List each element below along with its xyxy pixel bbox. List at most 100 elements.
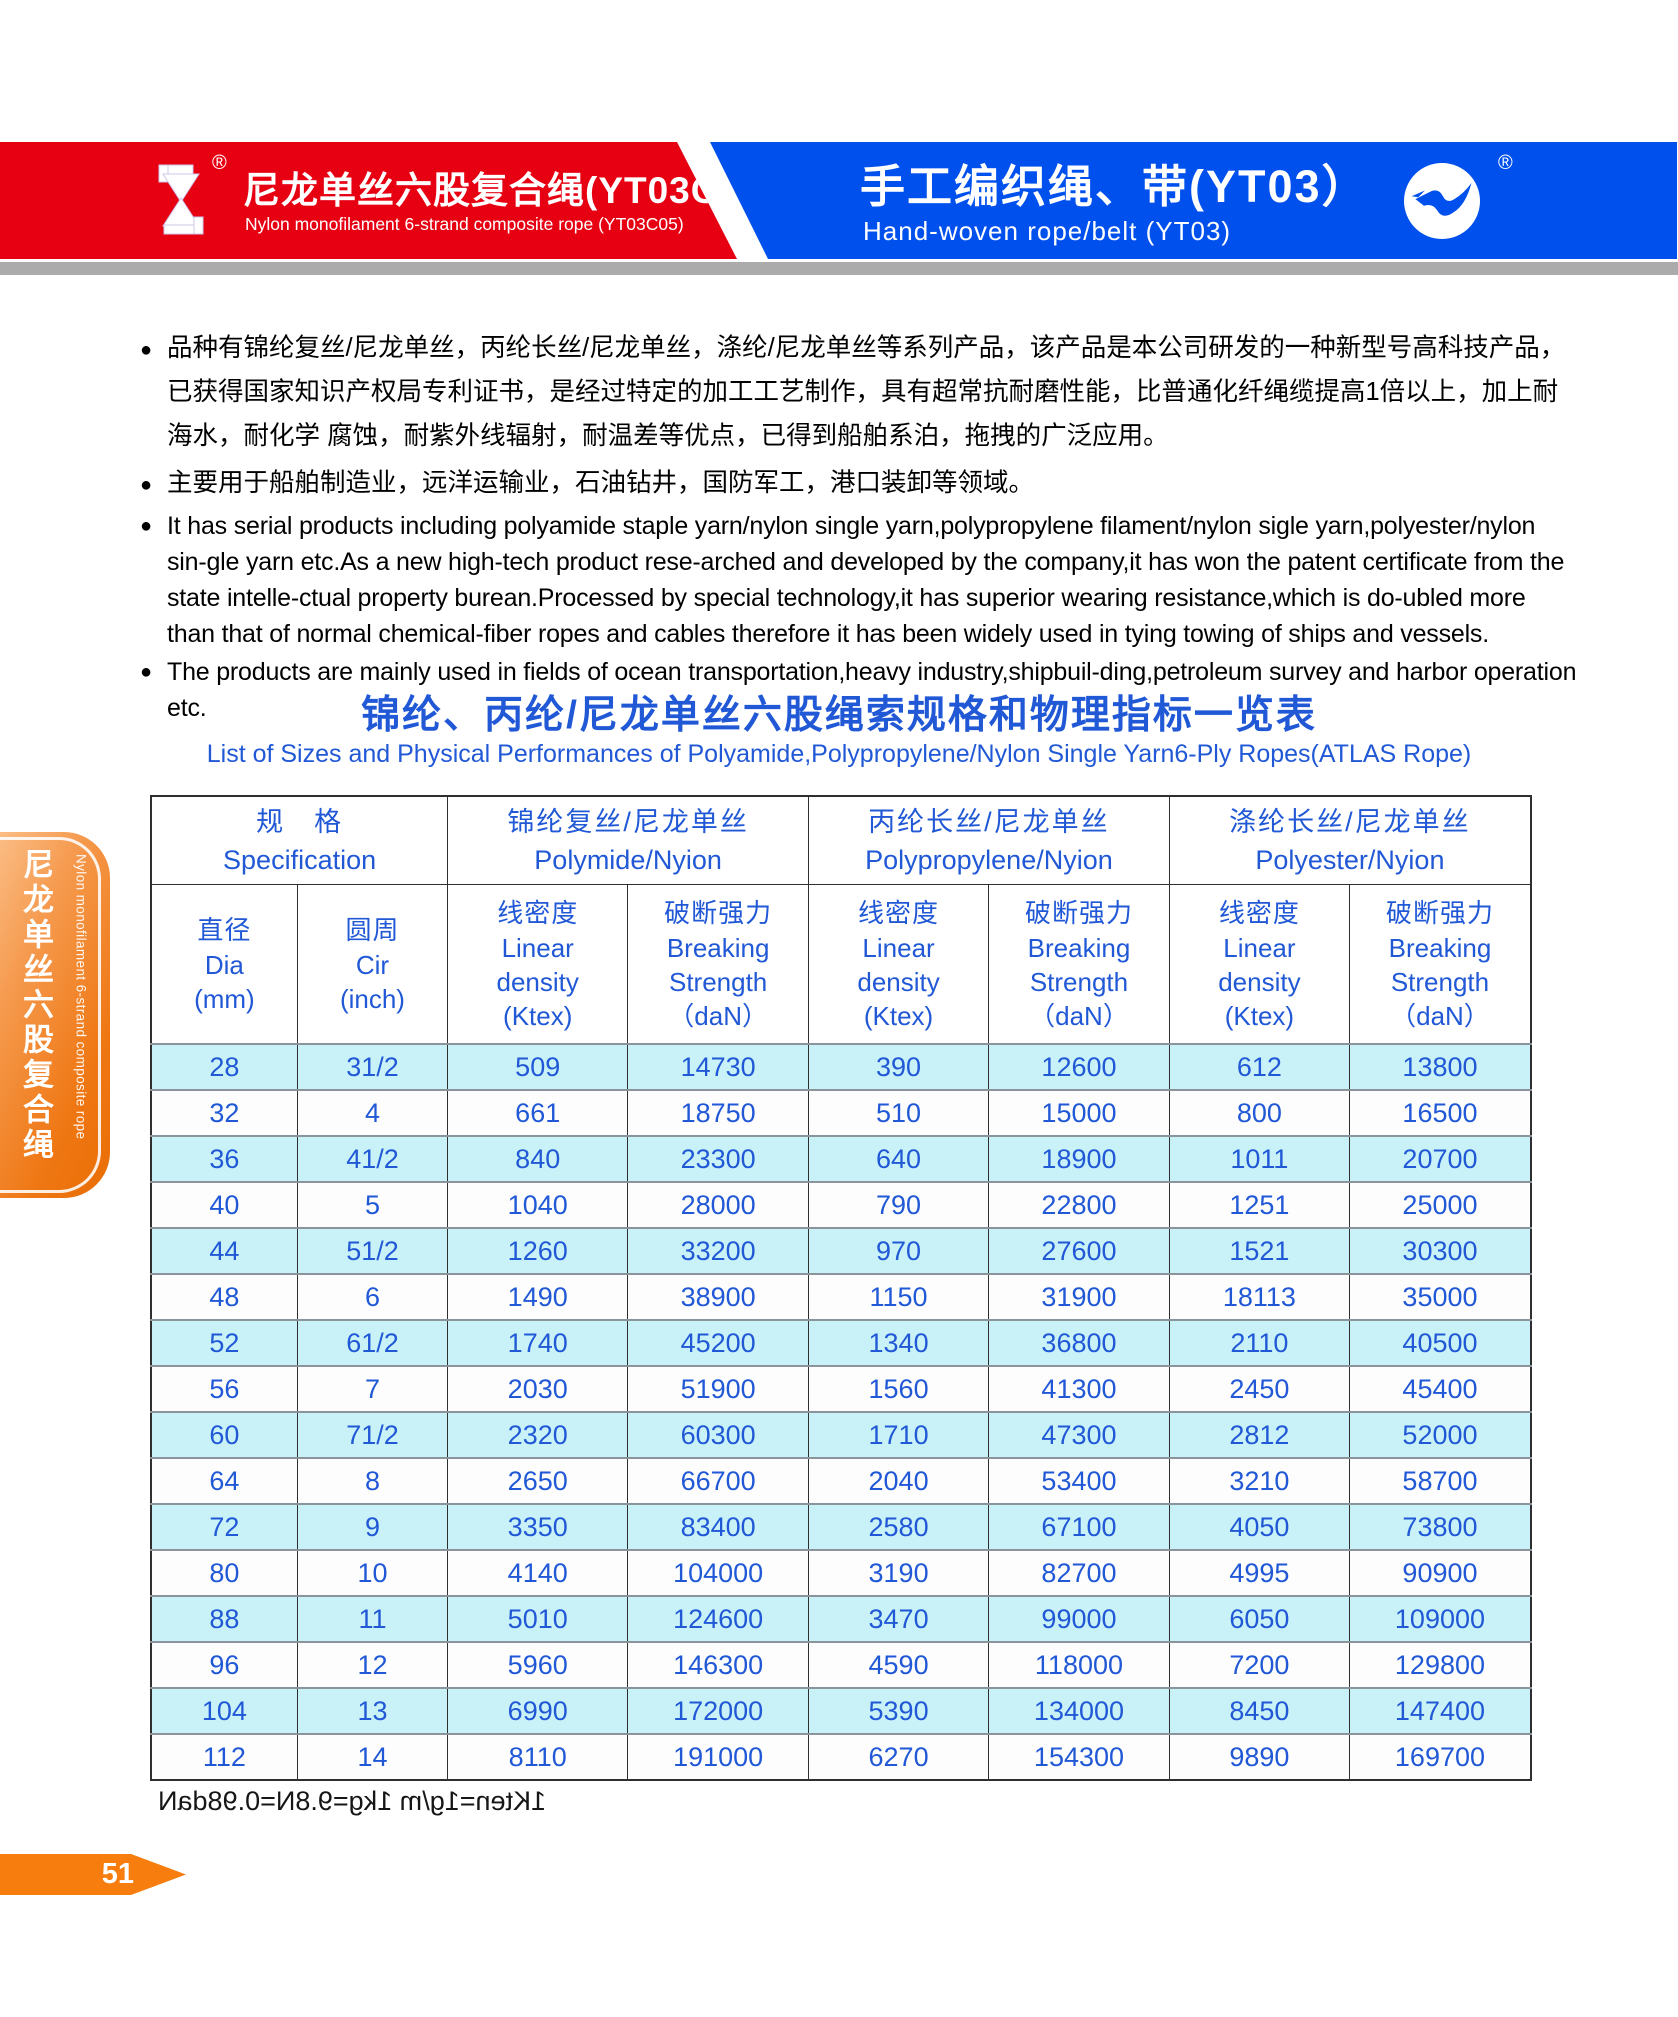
table-cell: 1251: [1168, 1181, 1350, 1228]
table-cell: 2320: [447, 1411, 629, 1458]
table-cell: 4: [296, 1089, 449, 1136]
table-cell: 31/2: [296, 1043, 449, 1090]
table-cell: 104: [150, 1687, 298, 1734]
table-cell: 1490: [447, 1273, 629, 1320]
table-cell: 64: [150, 1457, 298, 1504]
footnote: 1Kten=1g/m 1kg=9.8N=0.98daN: [158, 1786, 546, 1817]
group-label-en: Polypropylene/Nyion: [865, 845, 1113, 876]
table-cell: 1710: [808, 1411, 990, 1458]
table-cell: 112: [150, 1733, 298, 1780]
table-cell: 2580: [808, 1503, 990, 1550]
table-cell: 1260: [447, 1227, 629, 1274]
table-cell: 172000: [627, 1687, 810, 1734]
table-row: 44 51/2 1260 33200 970 27600 1521 30300: [150, 1227, 1532, 1274]
spec-table-body: 28 31/2 509 14730 390 12600 612 13800 32 4 661 1875…: [150, 1043, 1532, 1780]
table-cell: 25000: [1348, 1181, 1532, 1228]
table-cell: 146300: [627, 1641, 810, 1688]
table-cell: 16500: [1348, 1089, 1532, 1136]
table-cell: 134000: [988, 1687, 1170, 1734]
table-cell: 8: [296, 1457, 449, 1504]
banner-subtitle-en: Hand-woven rope/belt (YT03): [863, 216, 1232, 246]
table-cell: 4590: [808, 1641, 990, 1688]
banner-subtitle-en: Nylon monofilament 6-strand composite ro…: [245, 214, 684, 234]
table-cell: 147400: [1348, 1687, 1532, 1734]
table-cell: 109000: [1348, 1595, 1532, 1642]
table-cell: 33200: [627, 1227, 810, 1274]
table-row: 60 71/2 2320 60300 1710 47300 2812 52000: [150, 1411, 1532, 1458]
table-cell: 1740: [447, 1319, 629, 1366]
table-cell: 53400: [988, 1457, 1170, 1504]
table-cell: 5960: [447, 1641, 629, 1688]
table-cell: 14: [296, 1733, 449, 1780]
table-cell: 36: [150, 1135, 298, 1182]
table-cell: 2030: [447, 1365, 629, 1412]
table-cell: 510: [808, 1089, 990, 1136]
table-cell: 18900: [988, 1135, 1170, 1182]
gray-divider: [0, 262, 1678, 275]
table-cell: 3210: [1168, 1457, 1350, 1504]
table-cell: 40500: [1348, 1319, 1532, 1366]
table-cell: 5010: [447, 1595, 629, 1642]
table-cell: 88: [150, 1595, 298, 1642]
table-cell: 2650: [447, 1457, 629, 1504]
table-cell: 67100: [988, 1503, 1170, 1550]
table-row: 88 11 5010 124600 3470 99000 6050 109000: [150, 1595, 1532, 1642]
table-cell: 3190: [808, 1549, 990, 1596]
table-row: 56 7 2030 51900 1560 41300 2450 45400: [150, 1365, 1532, 1412]
table-cell: 28000: [627, 1181, 810, 1228]
bullet-item: ● 主要用于船舶制造业，远洋运输业，石油钻井，国防军工，港口装卸等领域。: [140, 461, 1578, 505]
table-cell: 2812: [1168, 1411, 1350, 1458]
table-cell: 66700: [627, 1457, 810, 1504]
table-cell: 45400: [1348, 1365, 1532, 1412]
table-cell: 12600: [988, 1043, 1170, 1090]
seagull-logo-icon: [1404, 163, 1480, 244]
table-cell: 661: [447, 1089, 629, 1136]
table-cell: 509: [447, 1043, 629, 1090]
table-cell: 2110: [1168, 1319, 1350, 1366]
footnote-text: 1Kten=1g/m 1kg=9.8N=0.98daN: [158, 1786, 547, 1816]
table-cell: 14730: [627, 1043, 810, 1090]
subheader-breaking-strength: 破断强力 Breaking Strength （daN）: [627, 883, 810, 1045]
table-cell: 56: [150, 1365, 298, 1412]
table-cell: 970: [808, 1227, 990, 1274]
registered-mark: ®: [212, 152, 227, 174]
table-cell: 23300: [627, 1135, 810, 1182]
table-cell: 4140: [447, 1549, 629, 1596]
sidebar-tab: 尼龙单丝六股复合绳 Nylon monofilament 6-strand co…: [0, 832, 110, 1198]
table-cell: 790: [808, 1181, 990, 1228]
table-cell: 41300: [988, 1365, 1170, 1412]
table-cell: 612: [1168, 1043, 1350, 1090]
table-cell: 7200: [1168, 1641, 1350, 1688]
sidebar-label-en: Nylon monofilament 6-strand composite ro…: [73, 854, 89, 1140]
table-row: 104 13 6990 172000 5390 134000 8450 147400: [150, 1687, 1532, 1734]
group-label-en: Polyester/Nyion: [1255, 845, 1445, 876]
spec-table: 规 格 Specification 锦纶复丝/尼龙单丝 Polymide/Nyi…: [150, 795, 1532, 1781]
table-cell: 51900: [627, 1365, 810, 1412]
table-cell: 30300: [1348, 1227, 1532, 1274]
table-cell: 7: [296, 1365, 449, 1412]
table-cell: 1040: [447, 1181, 629, 1228]
group-label-zh: 涤纶长丝/尼龙单丝: [1229, 807, 1471, 838]
column-group-polypropylene: 丙纶长丝/尼龙单丝 Polypropylene/Nyion: [808, 795, 1170, 885]
table-cell: 45200: [627, 1319, 810, 1366]
table-cell: 73800: [1348, 1503, 1532, 1550]
table-cell: 48: [150, 1273, 298, 1320]
table-cell: 99000: [988, 1595, 1170, 1642]
table-cell: 31900: [988, 1273, 1170, 1320]
subheader-dia: 直径 Dia (mm): [150, 883, 298, 1045]
bullet-text: 主要用于船舶制造业，远洋运输业，石油钻井，国防军工，港口装卸等领域。: [167, 469, 1035, 497]
subheader-breaking-strength: 破断强力 Breaking Strength （daN）: [1348, 883, 1532, 1045]
table-cell: 13: [296, 1687, 449, 1734]
subheader-linear-density: 线密度 Linear density (Ktex): [1168, 883, 1350, 1045]
subheader-linear-density: 线密度 Linear density (Ktex): [447, 883, 629, 1045]
sidebar-label-zh: 尼龙单丝六股复合绳: [18, 848, 53, 1163]
table-cell: 20700: [1348, 1135, 1532, 1182]
table-cell: 4050: [1168, 1503, 1350, 1550]
table-cell: 44: [150, 1227, 298, 1274]
table-row: 52 61/2 1740 45200 1340 36800 2110 40500: [150, 1319, 1532, 1366]
table-cell: 840: [447, 1135, 629, 1182]
table-cell: 640: [808, 1135, 990, 1182]
header-left-banner: ® 尼龙单丝六股复合绳(YT03C05) Nylon monofilament …: [0, 142, 737, 259]
table-cell: 6990: [447, 1687, 629, 1734]
table-cell: 3350: [447, 1503, 629, 1550]
